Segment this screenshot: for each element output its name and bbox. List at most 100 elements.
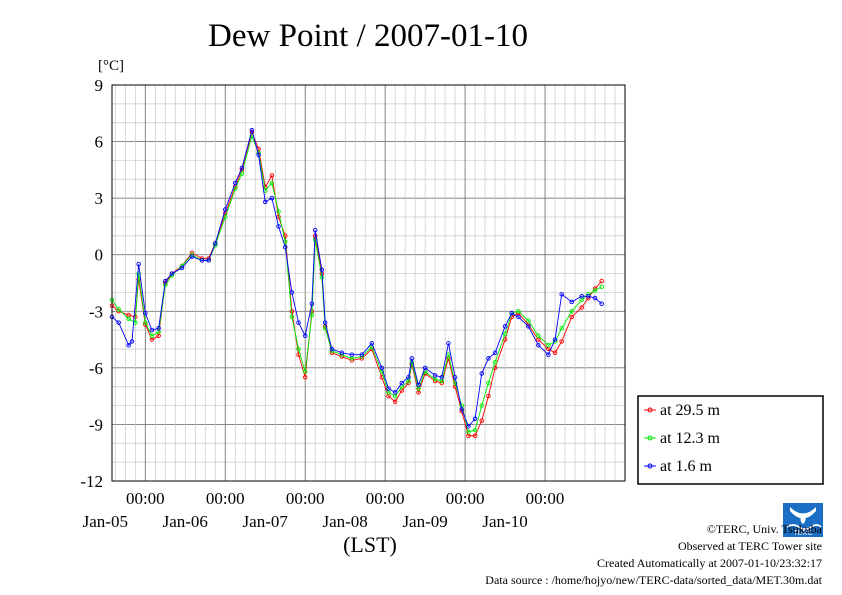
data-point: [149, 327, 155, 333]
data-point: [526, 324, 531, 329]
data-point: [569, 314, 574, 320]
data-point: [479, 418, 485, 423]
data-point: [599, 284, 604, 290]
data-point: [296, 346, 301, 352]
data-point: [163, 278, 168, 284]
legend-label: at 29.5 m: [660, 402, 721, 419]
data-point: [169, 271, 175, 276]
legend-label: at 1.6 m: [660, 458, 713, 475]
data-point: [592, 288, 598, 293]
x-tick-labels: 00:00 Jan-05 00:00 Jan-06 00:00 Jan-07 00:00 Ja…: [83, 489, 565, 531]
data-point: [276, 224, 281, 229]
data-point: [289, 314, 295, 320]
x-tick-time: 00:00: [286, 489, 325, 508]
data-point: [329, 346, 335, 352]
legend-swatch-marker: [647, 463, 653, 469]
data-point: [479, 403, 485, 408]
data-point: [502, 324, 508, 329]
data-point: [116, 307, 121, 312]
x-tick-time: 00:00: [206, 489, 245, 508]
data-point: [239, 171, 245, 176]
data-point: [369, 341, 375, 346]
data-point: [392, 390, 398, 395]
data-point: [502, 331, 508, 337]
legend-swatch-marker: [647, 407, 653, 413]
y-tick-label: -6: [89, 359, 103, 378]
legend: at 29.5 m at 12.3 m at 1.6 m: [637, 395, 824, 485]
data-point: [486, 380, 491, 386]
data-point: [559, 326, 564, 331]
y-tick-label: 9: [95, 76, 104, 95]
data-point: [439, 375, 445, 380]
data-point: [302, 369, 308, 374]
legend-swatch-marker: [647, 435, 653, 441]
data-point: [552, 350, 558, 356]
credit-observed: Observed at TERC Tower site: [677, 539, 822, 553]
data-point: [472, 427, 478, 433]
data-point: [492, 359, 498, 365]
data-point: [452, 380, 458, 386]
y-axis-unit: [°C]: [98, 58, 124, 74]
data-point: [466, 424, 471, 429]
data-point: [239, 165, 245, 171]
data-point: [249, 128, 255, 133]
data-point: [213, 241, 218, 246]
data-point: [233, 180, 238, 186]
data-point: [422, 365, 428, 371]
series-line: [111, 128, 602, 428]
data-point: [302, 333, 308, 339]
grid: [112, 85, 625, 481]
data-point: [492, 350, 498, 356]
x-tick-date: Jan-08: [322, 512, 367, 531]
legend-entry: at 1.6 m: [644, 458, 713, 475]
data-point: [129, 339, 135, 344]
data-point: [472, 416, 478, 422]
x-tick-date: Jan-09: [402, 512, 447, 531]
data-point: [559, 339, 564, 344]
data-point: [269, 173, 275, 178]
legend-label: at 12.3 m: [660, 430, 721, 447]
series-layer: [109, 128, 604, 438]
data-point: [559, 292, 564, 297]
x-axis-label: (LST): [343, 532, 397, 557]
data-point: [309, 301, 315, 306]
x-tick-time: 00:00: [366, 489, 405, 508]
y-tick-label: 6: [95, 133, 104, 152]
x-tick-date: Jan-05: [83, 512, 128, 531]
data-point: [459, 407, 465, 412]
data-point: [416, 382, 421, 388]
data-point: [569, 309, 574, 314]
data-point: [276, 209, 281, 214]
data-point: [262, 199, 268, 205]
data-point: [599, 301, 604, 306]
chart-title: Dew Point / 2007-01-10: [208, 18, 528, 54]
data-point: [569, 299, 574, 305]
data-point: [302, 375, 308, 380]
data-point: [379, 365, 385, 371]
data-point: [509, 310, 514, 316]
data-point: [552, 337, 558, 342]
data-point: [319, 267, 325, 273]
data-point: [256, 152, 261, 158]
data-point: [199, 258, 205, 263]
data-point: [179, 265, 185, 271]
data-point: [339, 350, 345, 356]
x-tick-date: Jan-07: [243, 512, 289, 531]
data-point: [586, 293, 591, 299]
y-tick-label: 0: [95, 246, 104, 265]
data-point: [126, 316, 131, 322]
credit-created: Created Automatically at 2007-01-10/23:3…: [597, 556, 822, 570]
data-point: [516, 309, 521, 314]
data-point: [143, 310, 148, 316]
terc-logo-text: TERC: [793, 530, 812, 537]
data-point: [296, 320, 301, 325]
data-point: [432, 373, 438, 378]
x-tick-date: Jan-10: [482, 512, 527, 531]
data-point: [136, 271, 141, 276]
data-point: [312, 227, 318, 233]
data-point: [359, 352, 365, 357]
data-point: [282, 244, 288, 250]
series-1: [109, 129, 604, 438]
data-point: [392, 399, 398, 405]
data-point: [446, 341, 451, 346]
